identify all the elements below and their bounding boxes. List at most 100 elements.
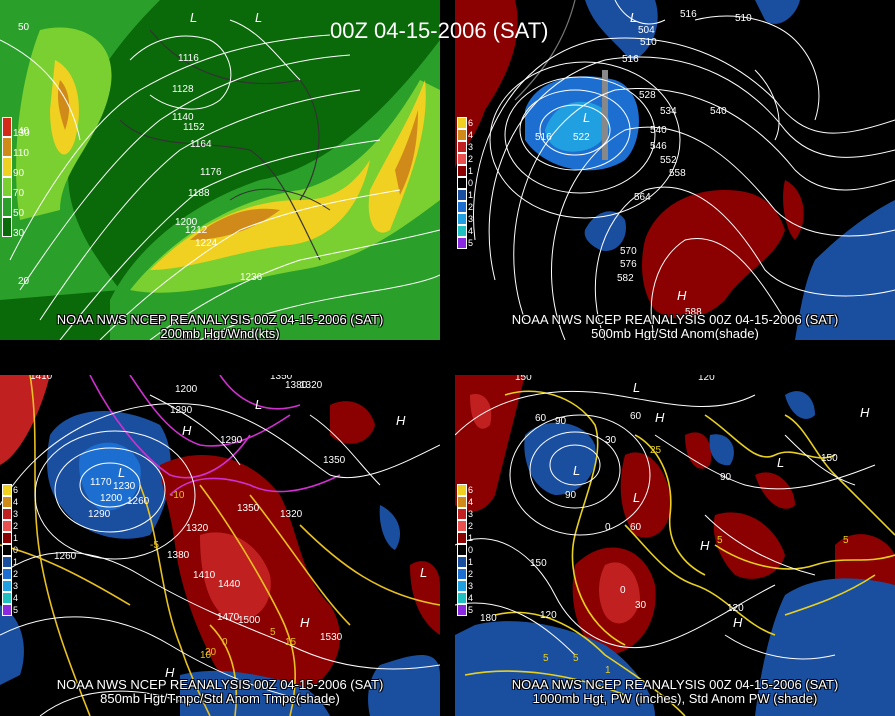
legend-label: 4 — [468, 497, 474, 507]
legend-label: 1 — [468, 557, 474, 567]
legend-label: 110 — [13, 148, 29, 159]
contour-label: 516 — [622, 54, 639, 65]
contour-label: 540 — [710, 106, 727, 117]
edge-label: 50 — [18, 22, 30, 33]
legend-swatch — [457, 592, 467, 604]
legend-label: 30 — [13, 228, 25, 239]
legend-label: 4 — [13, 497, 19, 507]
legend-swatch — [2, 217, 12, 237]
legend-swatch — [2, 532, 12, 544]
contour-label: 1236 — [240, 272, 263, 283]
low-pressure-symbol: L — [255, 10, 263, 25]
legend-swatch — [2, 568, 12, 580]
legend-labels-500mb: 6 4 3 2 1 0 1 2 3 4 5 — [468, 117, 473, 249]
contour-label: 120 — [540, 610, 557, 621]
legend-swatch — [457, 165, 467, 177]
legend-swatch — [457, 213, 467, 225]
high-pressure-symbol: H — [300, 615, 310, 630]
low-pressure-symbol: L — [633, 380, 641, 395]
legend-500mb — [457, 117, 467, 249]
temp-label: -10 — [170, 490, 185, 501]
low-pressure-symbol: L — [630, 10, 638, 25]
legend-label: 4 — [468, 130, 474, 140]
legend-label: 1 — [13, 533, 19, 543]
legend-swatch — [457, 153, 467, 165]
contour-label: 1200 — [175, 217, 198, 228]
contour-label: 558 — [669, 168, 686, 179]
legend-swatch — [457, 129, 467, 141]
legend-swatch — [457, 177, 467, 189]
contour-label: 1380 — [285, 380, 308, 391]
low-pressure-symbol: L — [633, 490, 641, 505]
contour-label: 60 — [535, 413, 547, 424]
legend-swatch — [457, 117, 467, 129]
legend-swatch — [2, 508, 12, 520]
contour-label: 1164 — [190, 139, 212, 150]
contour-label: 1380 — [167, 550, 190, 561]
contour-label: 1290 — [220, 435, 243, 446]
high-pressure-symbol: H — [733, 615, 743, 630]
pw-label: 5 — [717, 535, 723, 546]
high-pressure-symbol: H — [182, 423, 192, 438]
legend-labels-850mb: 6 4 3 2 1 0 1 2 3 4 5 — [13, 484, 18, 616]
panel-500mb: 6 4 3 2 1 0 1 2 3 4 5 504 510 516 516 52… — [455, 0, 895, 340]
pw-label: 5 — [843, 535, 849, 546]
temp-label: 10 — [200, 650, 212, 661]
high-pressure-symbol: H — [165, 665, 175, 680]
contour-label: 90 — [720, 472, 732, 483]
legend-label: 90 — [13, 168, 25, 179]
legend-label: 3 — [468, 581, 474, 591]
contour-label: 576 — [620, 259, 637, 270]
pw-label: 1 — [605, 665, 611, 676]
legend-label: 3 — [13, 509, 19, 519]
map-200mb — [0, 0, 440, 340]
contour-label: 1176 — [200, 167, 222, 178]
contour-label: 570 — [620, 246, 637, 257]
contour-label: 1350 — [270, 375, 293, 382]
contour-label: 1500 — [238, 615, 261, 626]
legend-label: 4 — [468, 226, 474, 236]
contour-label: 1200 — [100, 493, 123, 504]
legend-swatch — [457, 237, 467, 249]
contour-label: 1320 — [300, 380, 323, 391]
low-pressure-symbol: L — [255, 397, 263, 412]
legend-swatch — [2, 556, 12, 568]
legend-swatch — [2, 592, 12, 604]
low-pressure-symbol: L — [190, 10, 198, 25]
map-850mb — [0, 375, 440, 716]
contour-label: 180 — [480, 613, 497, 624]
contour-label: 528 — [639, 90, 656, 101]
contour-label: 1212 — [185, 225, 208, 236]
low-pressure-symbol: L — [777, 455, 785, 470]
caption-200mb: NOAA NWS NCEP REANALYSIS 00Z 04-15-2006 … — [0, 313, 440, 341]
contour-label: 1128 — [172, 84, 194, 95]
contour-label: 30 — [605, 435, 617, 446]
legend-label: 4 — [13, 593, 19, 603]
legend-swatch — [2, 580, 12, 592]
legend-label: 6 — [468, 118, 474, 128]
contour-label: 1260 — [54, 551, 77, 562]
map-500mb — [455, 0, 895, 340]
legend-label: 1 — [468, 533, 474, 543]
contour-label: 150 — [530, 558, 547, 569]
contour-label: 1320 — [280, 509, 303, 520]
legend-swatch — [457, 484, 467, 496]
legend-label: 2 — [468, 569, 474, 579]
legend-label: 2 — [13, 569, 19, 579]
legend-swatch — [457, 189, 467, 201]
contour-label: 1152 — [183, 122, 205, 133]
contour-label: 510 — [640, 37, 657, 48]
contour-label: 1200 — [175, 384, 198, 395]
legend-swatch — [457, 508, 467, 520]
caption-850mb: NOAA NWS NCEP REANALYSIS 00Z 04-15-2006 … — [0, 678, 440, 706]
legend-swatch — [2, 520, 12, 532]
legend-label: 6 — [13, 485, 19, 495]
legend-label: 2 — [468, 202, 474, 212]
contour-label: 522 — [573, 132, 590, 143]
contour-label: 1290 — [170, 405, 193, 416]
legend-label: 2 — [13, 521, 19, 531]
legend-swatch — [2, 484, 12, 496]
legend-1000mb — [457, 484, 467, 616]
pw-label: 25 — [650, 445, 662, 456]
low-pressure-symbol: L — [573, 463, 581, 478]
